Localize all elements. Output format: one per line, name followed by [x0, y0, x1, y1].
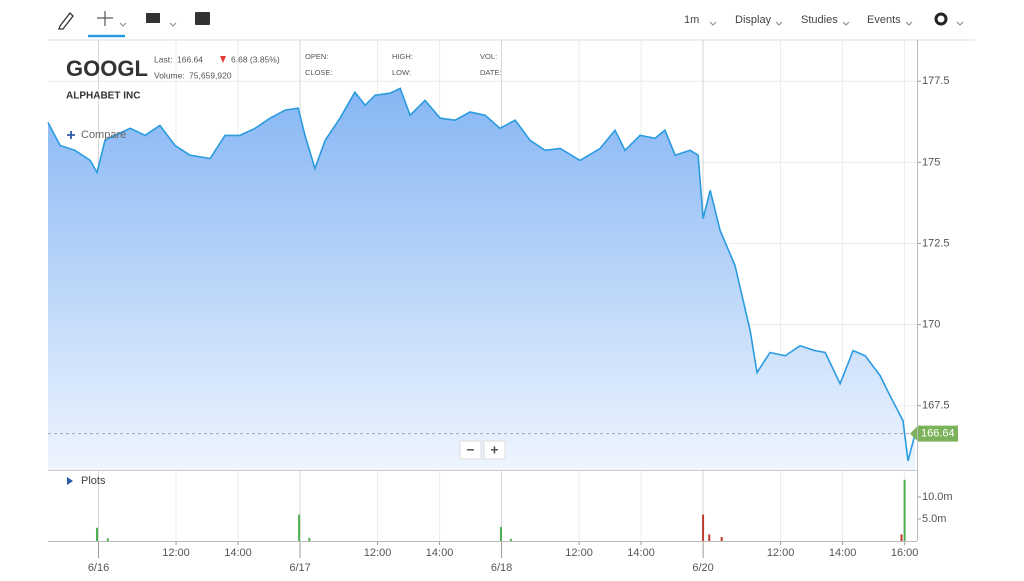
volume-bar [106, 538, 109, 541]
field-label: VOL: [480, 52, 497, 61]
last-price-tag [910, 425, 958, 442]
volume-bar [900, 534, 903, 541]
dropdown-caret[interactable] [956, 21, 964, 26]
last-label: Last: [154, 54, 172, 64]
y-tick-label: 10.0m [922, 491, 953, 503]
field-label: OPEN: [305, 52, 328, 61]
x-tick-label: 16:00 [891, 547, 919, 559]
x-tick-label: 12:00 [565, 547, 593, 559]
dropdown-caret[interactable] [775, 21, 783, 26]
y-tick-label: 177.5 [922, 75, 950, 87]
volume-bar [298, 514, 301, 541]
y-tick-label: 167.5 [922, 400, 950, 412]
compare-label[interactable]: Compare [81, 129, 126, 141]
plots-label[interactable]: Plots [81, 475, 106, 487]
layout-icon[interactable] [195, 12, 210, 25]
dropdown-caret[interactable] [119, 22, 127, 27]
dropdown-caret[interactable] [905, 21, 913, 26]
volume-bar [720, 537, 723, 541]
dropdown-caret[interactable] [709, 21, 717, 26]
price-area [48, 88, 916, 471]
display-menu[interactable]: Display [735, 14, 772, 26]
compare-button[interactable]: Compare [67, 129, 126, 141]
crosshair-icon[interactable] [97, 11, 113, 26]
zoom-in-label[interactable]: + [490, 442, 498, 458]
volume-bar [308, 537, 311, 541]
y-tick-label: 170 [922, 319, 940, 331]
symbol: GOOGL [66, 56, 148, 81]
dropdown-caret[interactable] [842, 21, 850, 26]
last-price: 166.64 [177, 54, 203, 64]
zoom-out-button[interactable] [459, 440, 482, 460]
x-tick-label: 14:00 [829, 547, 857, 559]
y-tick-label: 5.0m [922, 513, 946, 525]
zoom-out-label[interactable]: − [466, 442, 474, 458]
day-tick-label: 6/17 [289, 562, 310, 574]
zoom-in-button[interactable] [483, 440, 506, 460]
x-tick-label: 14:00 [627, 547, 655, 559]
zoom-controls: − + [459, 440, 506, 460]
events-menu[interactable]: Events [867, 14, 901, 26]
volume-bar [708, 534, 711, 541]
x-tick-label: 12:00 [364, 547, 392, 559]
field-label: HIGH: [392, 52, 413, 61]
x-tick-label: 14:00 [426, 547, 454, 559]
interval-menu[interactable]: 1m [684, 14, 699, 26]
plot-area: 166.64 167.5 170 172.5 175 177.5 12:00 14:00 12:… [47, 40, 958, 574]
volume-label: Volume: [154, 70, 185, 80]
annotation-icon[interactable] [146, 13, 160, 23]
volume-bar [509, 538, 512, 541]
settings-icon[interactable] [934, 12, 948, 26]
quote-header: GOOGL ALPHABET INC Last: 166.64 6.68 (3.… [66, 52, 506, 487]
change: 6.68 (3.85%) [231, 54, 280, 64]
company-name: ALPHABET INC [66, 91, 140, 102]
down-arrow [220, 56, 226, 63]
y-tick-label: 172.5 [922, 237, 950, 249]
x-tick-label: 12:00 [162, 547, 190, 559]
draw-icon[interactable] [58, 12, 74, 30]
x-tick-label: 14:00 [224, 547, 252, 559]
day-tick-label: 6/18 [491, 562, 512, 574]
volume-bar [903, 479, 906, 541]
studies-menu[interactable]: Studies [801, 14, 838, 26]
plots-toggle[interactable]: Plots [67, 475, 106, 487]
field-label: DATE: [480, 68, 502, 77]
day-tick-label: 6/16 [88, 562, 109, 574]
last-price-tag-label: 166.64 [921, 428, 955, 440]
x-tick-label: 12:00 [767, 547, 795, 559]
volume-bar [95, 527, 98, 541]
dropdown-caret[interactable] [169, 22, 177, 27]
price-line [47, 87, 916, 462]
field-label: LOW: [392, 68, 411, 77]
field-label: CLOSE: [305, 68, 333, 77]
volume-bar [702, 514, 705, 541]
toolbar: 1m Display Studies Events [58, 11, 964, 38]
volume-bar [499, 526, 502, 541]
day-tick-label: 6/20 [692, 562, 713, 574]
y-tick-label: 175 [922, 156, 940, 168]
volume-value: 75,659,920 [189, 70, 232, 80]
